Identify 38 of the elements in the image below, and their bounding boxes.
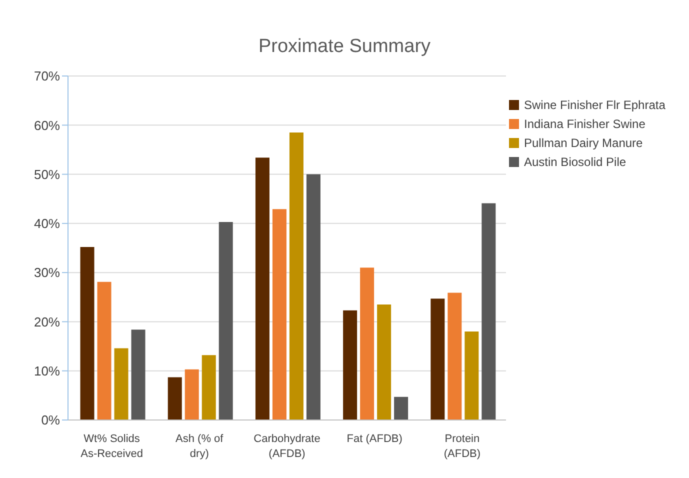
- bar: [218, 222, 233, 420]
- x-tick-label: Protein (AFDB): [444, 433, 481, 460]
- legend-label: Indiana Finisher Swine: [524, 117, 646, 131]
- bar: [131, 330, 146, 420]
- bar: [202, 355, 216, 420]
- bar: [464, 332, 479, 420]
- bar: [272, 209, 286, 420]
- bar: [80, 247, 94, 420]
- bar: [377, 304, 392, 420]
- legend-label: Pullman Dairy Manure: [524, 136, 643, 150]
- bar: [255, 158, 270, 420]
- y-tick-label: 50%: [34, 166, 60, 182]
- legend-label: Austin Biosolid Pile: [524, 155, 626, 169]
- bar: [343, 310, 358, 420]
- x-tick-label: Wt% Solids As-Received: [80, 433, 143, 460]
- bar: [97, 282, 112, 420]
- y-tick-label: 10%: [34, 363, 60, 378]
- y-tick-label: 60%: [34, 118, 60, 133]
- x-tick-label: Carbohydrate (AFDB): [254, 433, 320, 460]
- y-tick-label: 20%: [34, 314, 60, 330]
- bar: [289, 132, 304, 420]
- bar: [306, 174, 320, 420]
- x-tick-label: Ash (% of dry): [176, 433, 224, 460]
- bar: [360, 268, 374, 420]
- x-tick-label: Fat (AFDB): [346, 433, 402, 445]
- bar: [394, 396, 408, 420]
- y-tick-label: 40%: [34, 216, 60, 232]
- bar: [114, 348, 128, 420]
- y-tick-label: 70%: [34, 68, 60, 84]
- y-tick-label: 30%: [34, 265, 60, 280]
- bar: [482, 203, 496, 420]
- legend-label: Swine Finisher Flr Ephrata: [524, 98, 666, 112]
- bar: [430, 298, 445, 420]
- bar: [448, 292, 462, 420]
- y-tick-label: 0%: [41, 412, 60, 428]
- bar: [168, 377, 182, 420]
- bar: [184, 369, 199, 420]
- chart-title: Proximate Summary: [257, 35, 432, 59]
